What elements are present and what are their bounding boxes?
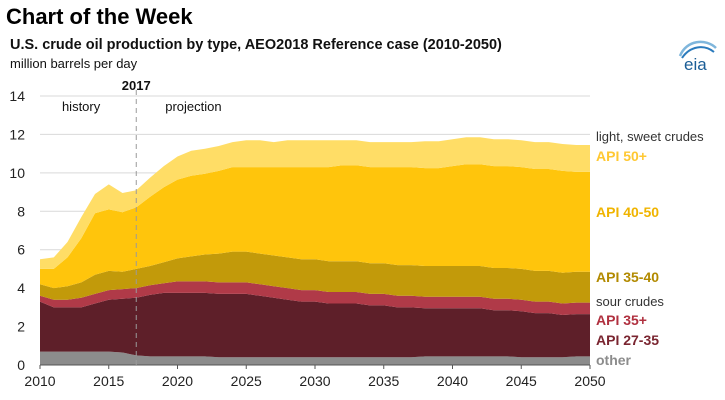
y-tick-label: 8 (17, 203, 25, 219)
series-label-api-50-plus: API 50+ (596, 148, 647, 164)
x-tick-label: 2035 (368, 373, 399, 389)
series-labels: light, sweet crudes API 50+ API 40-50 API 3… (596, 129, 704, 368)
group-label-sour: sour crudes (596, 294, 664, 309)
eia-logo-icon: eia (678, 40, 717, 74)
x-tick-label: 2040 (437, 373, 468, 389)
y-tick-label: 14 (9, 88, 25, 104)
series-label-api-40-50: API 40-50 (596, 204, 659, 220)
chart-title: U.S. crude oil production by type, AEO20… (10, 37, 502, 53)
chart-subtitle: million barrels per day (10, 56, 138, 71)
area-api-50 (40, 137, 590, 269)
divider-year-label: 2017 (122, 78, 151, 93)
y-tick-label: 0 (17, 357, 25, 373)
history-label: history (62, 99, 101, 114)
area-api-35-40 (40, 251, 590, 304)
series-label-other: other (596, 352, 632, 368)
x-tick-label: 2030 (299, 373, 330, 389)
x-tick-label: 2010 (24, 373, 55, 389)
x-tick-label: 2050 (574, 373, 605, 389)
y-tick-label: 4 (17, 280, 25, 296)
series-label-api-35-plus: API 35+ (596, 312, 647, 328)
projection-label: projection (165, 99, 221, 114)
area-api-40-50 (40, 164, 590, 289)
x-tick-label: 2025 (231, 373, 262, 389)
axes: 0 2 4 6 8 10 12 14 2010 2015 2020 2025 2030 2035 2040 2… (9, 88, 605, 389)
x-tick-label: 2045 (506, 373, 537, 389)
series-label-api-35-40: API 35-40 (596, 269, 659, 285)
y-tick-label: 6 (17, 242, 25, 258)
area-other (40, 351, 590, 365)
x-tick-label: 2020 (162, 373, 193, 389)
area-api-35 (40, 281, 590, 315)
y-tick-label: 10 (9, 165, 25, 181)
area-series (40, 137, 590, 365)
banner-title: Chart of the Week (6, 4, 193, 29)
group-label-light-sweet: light, sweet crudes (596, 129, 704, 144)
series-label-api-27-35: API 27-35 (596, 332, 659, 348)
eia-logo-text: eia (684, 55, 707, 74)
divider-2017: 2017 history projection (62, 78, 222, 365)
area-api-27-35 (40, 292, 590, 358)
y-tick-label: 12 (9, 126, 25, 142)
x-tick-label: 2015 (93, 373, 124, 389)
y-tick-label: 2 (17, 319, 25, 335)
